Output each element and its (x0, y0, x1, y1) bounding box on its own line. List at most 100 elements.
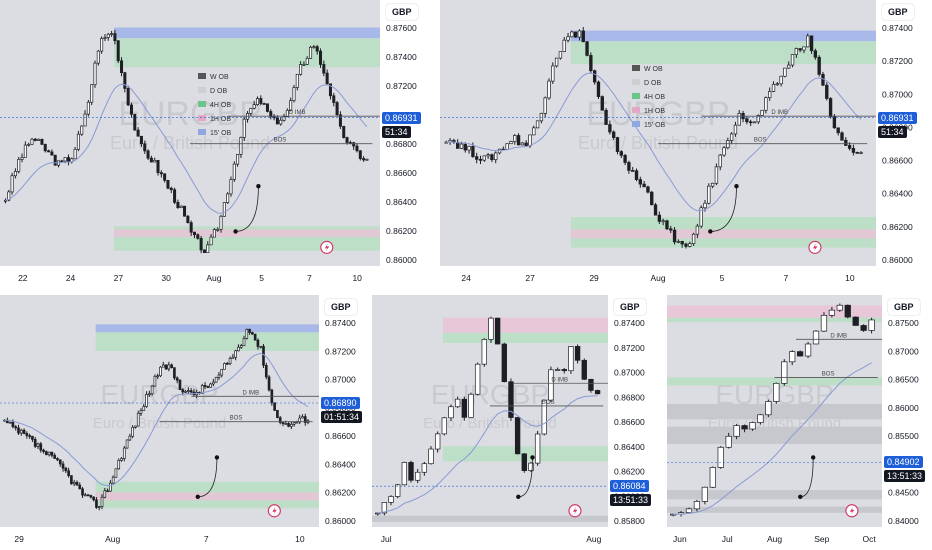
legend-swatch (198, 115, 206, 121)
candle-body (741, 425, 748, 430)
candle-body (89, 495, 93, 498)
candle-body (148, 393, 151, 396)
y-tick-label: 0.86800 (614, 392, 645, 402)
y-tick-label: 0.84500 (888, 488, 919, 498)
legend-label: 1H OB (210, 116, 231, 123)
candle-body (804, 343, 812, 357)
y-tick-label: 0.87400 (386, 52, 417, 62)
bar-countdown-label: 01:51:34 (321, 411, 363, 423)
currency-badge[interactable]: GBP (614, 299, 646, 315)
candle-body (192, 231, 197, 236)
price-axis[interactable] (876, 0, 932, 292)
x-tick-label: 29 (589, 273, 599, 283)
y-tick-label: 0.87400 (882, 23, 913, 33)
candle-body (765, 401, 772, 416)
candle-body (589, 55, 593, 72)
price-axis[interactable] (380, 0, 436, 292)
y-tick-label: 0.86400 (614, 442, 645, 452)
x-tick-label: Aug (767, 534, 782, 544)
currency-badge[interactable]: GBP (882, 4, 914, 20)
candle-body (524, 142, 528, 147)
currency-badge[interactable]: GBP (888, 299, 920, 315)
legend-swatch (632, 79, 640, 85)
y-tick-label: 0.86500 (888, 375, 919, 385)
y-tick-label: 0.87200 (614, 343, 645, 353)
candle-body (156, 159, 160, 173)
y-tick-label: 0.85800 (614, 516, 645, 526)
y-tick-label: 0.86200 (325, 488, 356, 498)
candle-body (53, 154, 57, 166)
candle-body (236, 154, 240, 165)
candle-body (284, 423, 288, 425)
candle-body (186, 215, 190, 223)
candle-body (520, 142, 525, 146)
candle-body (97, 506, 101, 508)
candle-body (122, 447, 126, 459)
candle-body (264, 364, 268, 378)
order-block-zone (667, 403, 882, 420)
candle-body (53, 455, 57, 459)
chart-panel-top-right[interactable]: EURGBP Euro / British Pound BOS D IMB W OB D … (440, 0, 932, 292)
chart-panel-bottom-left[interactable]: EURGBP Euro / British Pound BOS D IMB 0.8740… (0, 295, 369, 550)
order-block-zone (372, 515, 608, 522)
candle-body (229, 179, 233, 195)
y-tick-label: 0.87000 (325, 375, 356, 385)
chart-panel-top-left[interactable]: EURGBP Euro / British Pound BOS D IMB W OB D … (0, 0, 436, 292)
candle-body (768, 91, 772, 99)
candle-body (669, 228, 673, 231)
candle-body (463, 143, 467, 151)
time-axis[interactable] (0, 266, 436, 292)
candle-body (581, 30, 585, 43)
candle-body (202, 249, 206, 254)
price-axis[interactable] (608, 295, 664, 550)
candle-body (638, 179, 643, 185)
price-axis[interactable] (882, 295, 932, 550)
candle-body (169, 187, 173, 191)
currency-badge[interactable]: GBP (325, 299, 357, 315)
projection-start-dot (195, 494, 200, 500)
candle-body (142, 406, 146, 411)
y-tick-label: 0.87600 (386, 23, 417, 33)
candle-body (47, 451, 51, 456)
order-block-zone (114, 38, 380, 68)
candle-body (302, 63, 306, 66)
candle-body (355, 145, 359, 152)
candle-body (259, 345, 263, 348)
candle-body (771, 83, 776, 92)
candle-body (23, 144, 27, 158)
candle-body (22, 429, 26, 434)
candle-body (222, 202, 226, 217)
candle-body (541, 399, 547, 435)
candle-body (239, 345, 243, 348)
candle-body (133, 113, 137, 131)
current-price-label: 0.84902 (884, 456, 923, 469)
candle-body (219, 215, 223, 230)
time-axis[interactable] (440, 266, 932, 292)
candle-body (315, 46, 319, 52)
time-axis[interactable] (0, 527, 369, 550)
chart-panel-bottom-middle[interactable]: EURGBP Euro / British Pound BOS D IMB 0.8740… (372, 295, 664, 550)
time-axis[interactable] (372, 527, 664, 550)
candle-body (817, 56, 821, 75)
candle-body (123, 72, 127, 89)
candle-body (844, 304, 851, 318)
projection-end-dot (811, 455, 816, 460)
candle-body (184, 390, 187, 393)
x-tick-label: 7 (784, 273, 789, 283)
candle-body (775, 83, 779, 86)
currency-badge[interactable]: GBP (386, 4, 418, 20)
candle-body (73, 148, 77, 160)
candle-body (600, 96, 604, 111)
candle-body (701, 486, 709, 502)
candle-body (646, 186, 650, 193)
order-block-zone (570, 41, 876, 65)
legend-swatch (632, 121, 640, 127)
candle-body (161, 364, 165, 368)
x-tick-label: Jul (381, 534, 392, 544)
time-axis[interactable] (667, 527, 932, 550)
candle-body (859, 152, 863, 154)
candle-body (737, 113, 741, 126)
